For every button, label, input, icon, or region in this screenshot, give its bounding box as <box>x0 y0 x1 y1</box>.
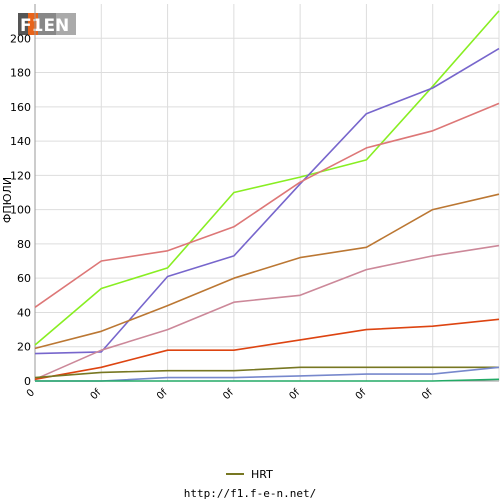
y-tick-labels: 0 20 40 60 80 100 120 140 160 180 200 <box>10 32 31 388</box>
y-tick-label: 60 <box>17 272 31 285</box>
y-tick-label: 200 <box>10 32 31 45</box>
logo-block-mid <box>38 13 56 35</box>
y-tick-label: 120 <box>10 169 31 182</box>
logo-block-orange <box>28 13 38 35</box>
series-line-9 <box>35 378 500 382</box>
legend: HRT <box>226 468 273 481</box>
y-tick-label: 140 <box>10 135 31 148</box>
series-line-7 <box>34 366 499 379</box>
footer-url: http://f1.f-e-n.net/ <box>184 487 316 500</box>
series-line-6 <box>34 318 500 381</box>
legend-label: HRT <box>251 468 273 481</box>
y-tick-label: 180 <box>10 67 31 80</box>
y-tick-label: 40 <box>17 306 31 319</box>
y-tick-label: 0 <box>24 375 31 388</box>
series-line-2 <box>34 47 500 355</box>
y-tick-label: 160 <box>10 101 31 114</box>
y-tick-label: 20 <box>17 341 31 354</box>
y-tick-label: 100 <box>10 204 31 217</box>
logo-text: F1EN <box>20 16 69 36</box>
chart-series <box>34 10 500 382</box>
series-line-3 <box>34 102 500 308</box>
y-axis-label: ФПЮЛИ <box>1 177 14 223</box>
fen-logo: F1EN <box>18 13 76 36</box>
series-line-4 <box>34 193 500 350</box>
logo-block-light <box>56 13 76 35</box>
series-line-5 <box>34 244 500 381</box>
series-line-1 <box>34 10 500 346</box>
y-tick-label: 80 <box>17 238 31 251</box>
